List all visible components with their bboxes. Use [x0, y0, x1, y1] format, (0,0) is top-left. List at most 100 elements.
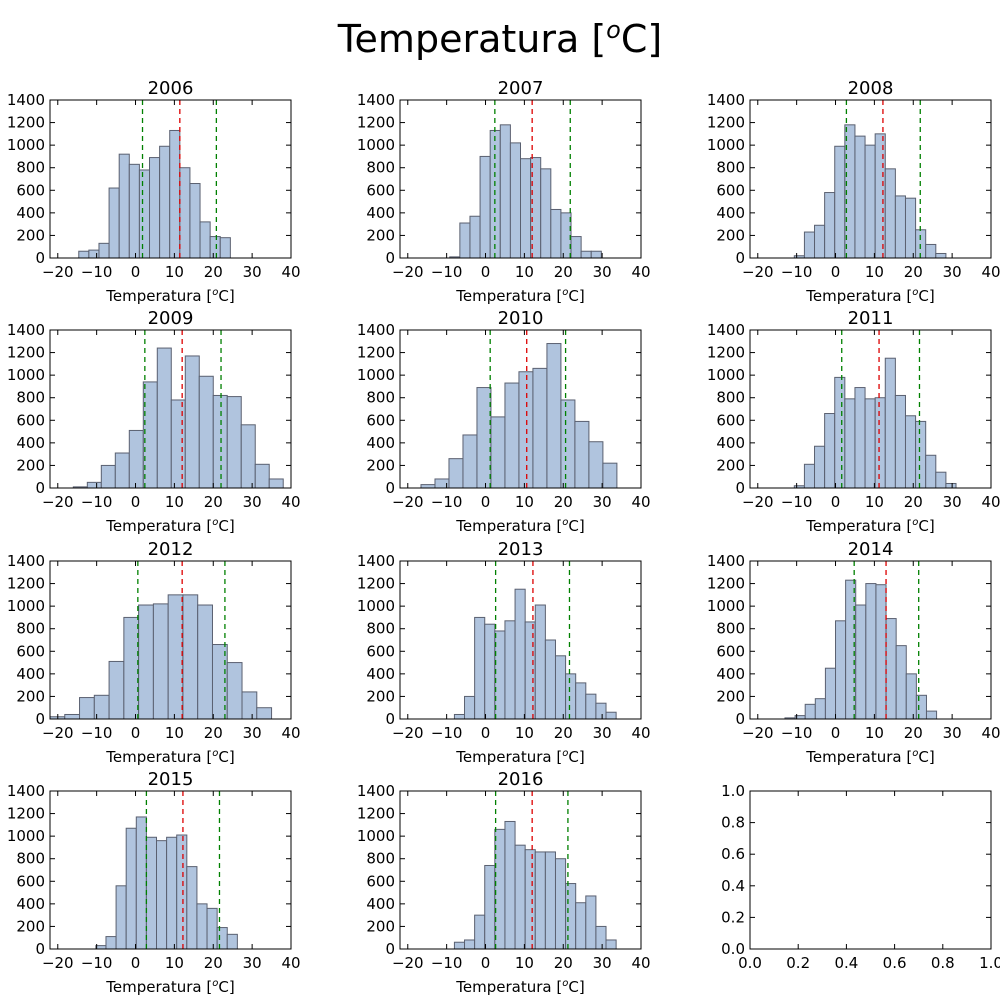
- y-tick-label: 200: [366, 456, 395, 474]
- axes-frame: [399, 99, 642, 259]
- axes-frame: [749, 329, 992, 489]
- x-tick-label: 40: [631, 954, 650, 972]
- histogram-bar: [565, 883, 577, 950]
- y-tick-label: 400: [366, 434, 395, 452]
- x-tick-label: 10: [865, 724, 884, 742]
- y-tick-label: 600: [366, 642, 395, 660]
- y-tick-label: 1200: [7, 805, 45, 823]
- x-tick-label: 20: [204, 954, 223, 972]
- panel-title: 2009: [148, 308, 194, 329]
- histogram-bar: [854, 387, 866, 489]
- histogram-bar: [854, 135, 866, 259]
- y-tick-label: 200: [16, 226, 45, 244]
- x-tick-label: −10: [431, 493, 463, 511]
- histogram-bar: [894, 394, 906, 489]
- y-tick-label: 1200: [7, 344, 45, 362]
- histogram-bar: [546, 343, 562, 489]
- histogram-bar: [219, 237, 231, 259]
- y-tick-label: 1400: [357, 91, 395, 109]
- axes-frame: [749, 99, 992, 259]
- histogram-bar: [915, 420, 927, 489]
- histogram-bar: [156, 840, 168, 950]
- x-tick-label: 10: [165, 724, 184, 742]
- x-tick-label: −10: [431, 263, 463, 281]
- histogram-bar: [152, 603, 169, 720]
- x-axis-label: Temperatura [oC]: [805, 517, 934, 535]
- x-tick-label: 0.0: [738, 954, 762, 972]
- y-tick-label: 600: [366, 872, 395, 890]
- histogram-bar: [885, 618, 897, 720]
- histogram-bar: [149, 157, 161, 259]
- histogram-bar: [209, 236, 221, 259]
- histogram-bar: [453, 713, 466, 720]
- histogram-bar: [590, 250, 602, 259]
- histogram-bar: [935, 252, 947, 259]
- y-tick-label: 600: [716, 642, 745, 660]
- x-tick-label: 0: [831, 493, 841, 511]
- histogram-bar: [560, 399, 576, 489]
- x-tick-label: 30: [943, 263, 962, 281]
- y-tick-label: 600: [16, 181, 45, 199]
- histogram-bar: [138, 604, 154, 720]
- histogram-bar: [169, 129, 181, 259]
- histogram-bar: [904, 415, 917, 489]
- x-tick-label: 20: [904, 493, 923, 511]
- x-tick-label: 10: [515, 724, 534, 742]
- y-tick-label: 800: [16, 620, 45, 638]
- x-tick-label: 20: [554, 493, 573, 511]
- x-tick-label: 30: [243, 493, 262, 511]
- y-tick-label: 800: [716, 159, 745, 177]
- y-tick-label: 800: [366, 850, 395, 868]
- y-tick-label: 0: [35, 940, 45, 958]
- histogram-bar: [514, 588, 526, 720]
- x-tick-label: −20: [42, 263, 74, 281]
- panel-title: 2015: [148, 769, 194, 790]
- histogram-bar: [79, 697, 95, 720]
- histogram-bar: [905, 673, 917, 720]
- y-tick-label: 400: [16, 204, 45, 222]
- histogram-bar: [874, 133, 886, 259]
- histogram-bar: [565, 673, 577, 720]
- x-tick-label: 0.4: [834, 954, 858, 972]
- x-axis-label: Temperatura [oC]: [455, 517, 584, 535]
- x-tick-label: 1.0: [979, 954, 1000, 972]
- x-tick-label: 40: [981, 493, 1000, 511]
- x-tick-label: 0.6: [883, 954, 907, 972]
- histogram-bar: [554, 655, 567, 720]
- histogram-bar: [118, 153, 130, 259]
- x-tick-label: 10: [165, 493, 184, 511]
- x-tick-label: 20: [204, 263, 223, 281]
- y-tick-label: 1400: [7, 91, 45, 109]
- y-tick-label: 0: [385, 479, 395, 497]
- y-tick-label: 1000: [357, 597, 395, 615]
- y-tick-label: 0: [35, 249, 45, 267]
- histogram-bar: [915, 694, 927, 720]
- histogram-bar: [86, 481, 102, 489]
- x-axis-label: Temperatura [oC]: [105, 748, 234, 766]
- histogram-bar: [95, 945, 107, 950]
- histogram-bar: [135, 816, 147, 950]
- histogram-bar: [904, 197, 917, 259]
- x-axis-label: Temperatura [oC]: [105, 287, 234, 305]
- histogram-bar: [189, 183, 201, 259]
- y-tick-label: 0: [385, 940, 395, 958]
- histogram-bar: [256, 707, 273, 720]
- x-tick-label: −10: [81, 954, 113, 972]
- y-tick-label: 400: [366, 204, 395, 222]
- histogram-bar: [925, 710, 938, 720]
- y-tick-label: 400: [16, 895, 45, 913]
- x-tick-label: 20: [554, 263, 573, 281]
- histogram-bar: [88, 249, 100, 259]
- y-tick-label: 1400: [707, 552, 745, 570]
- histogram-bar: [518, 371, 534, 489]
- y-tick-label: 600: [716, 181, 745, 199]
- y-tick-label: 1000: [357, 366, 395, 384]
- x-tick-label: −20: [392, 493, 424, 511]
- figure-title: Temperatura [oC]: [337, 16, 662, 61]
- x-tick-label: 0: [131, 724, 141, 742]
- histogram-bar: [484, 623, 496, 720]
- y-tick-label: 1.0: [721, 782, 745, 800]
- histogram-bar: [844, 398, 856, 489]
- histogram-bar: [864, 144, 876, 259]
- histogram-bar: [448, 458, 464, 489]
